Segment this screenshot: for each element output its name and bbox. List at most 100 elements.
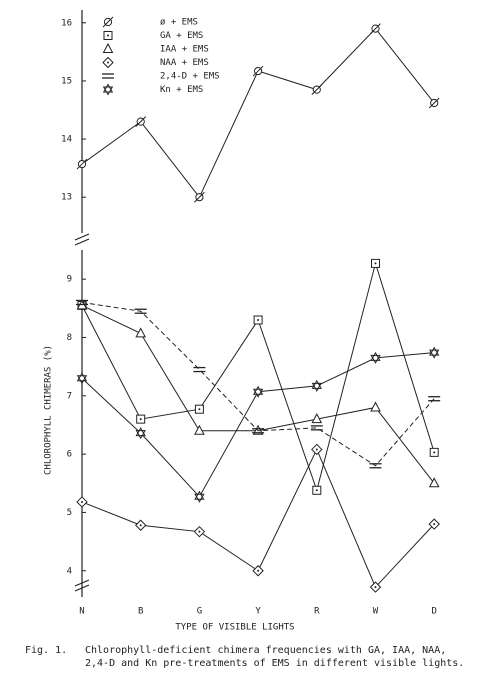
y-tick-label: 5 — [67, 508, 72, 518]
legend-label: 2,4-D + EMS — [160, 72, 220, 82]
x-tick-label: N — [79, 607, 84, 617]
legend-label: GA + EMS — [160, 31, 203, 41]
series-line — [81, 27, 435, 199]
x-tick-label: B — [138, 607, 143, 617]
y-tick-label: 6 — [67, 450, 72, 460]
point-marker — [370, 23, 381, 34]
point-marker — [193, 366, 206, 373]
marker-shape — [257, 318, 260, 321]
caption-label: Fig. 1. — [25, 645, 67, 656]
marker-shape — [315, 489, 318, 492]
x-tick-label: W — [373, 607, 379, 617]
marker-shape — [76, 158, 88, 170]
y-axis-label: CHLOROPHYLL CHIMERAS (%) — [44, 345, 54, 475]
point-marker — [76, 496, 88, 508]
point-marker — [311, 443, 323, 456]
point-marker — [194, 404, 204, 414]
x-tick-label: G — [197, 607, 202, 617]
point-marker — [429, 447, 439, 457]
x-tick-label: R — [314, 607, 320, 617]
marker-shape — [315, 448, 318, 451]
marker-shape — [429, 349, 440, 359]
point-marker — [76, 299, 88, 306]
marker-shape — [139, 418, 142, 421]
marker-shape — [311, 413, 323, 424]
point-marker — [136, 414, 146, 424]
marker-shape — [252, 388, 264, 398]
point-marker — [311, 413, 323, 424]
caption-line: 2,4-D and Kn pre-treatments of EMS in di… — [85, 658, 464, 669]
marker-shape — [311, 84, 323, 96]
legend-marker — [102, 42, 114, 53]
x-axis-label: TYPE OF VISIBLE LIGHTS — [175, 623, 294, 633]
point-marker — [428, 97, 440, 109]
point-marker — [194, 424, 205, 435]
x-tick-label: Y — [255, 607, 261, 617]
point-marker — [369, 581, 382, 593]
marker-shape — [76, 375, 88, 385]
point-marker — [135, 116, 147, 127]
point-marker — [252, 65, 264, 77]
series-line — [81, 261, 435, 493]
legend-label: ø + EMS — [160, 18, 198, 28]
point-marker — [134, 519, 147, 531]
marker-shape — [433, 523, 436, 526]
y-tick-label: 4 — [67, 566, 72, 576]
legend-marker — [102, 73, 114, 79]
point-marker — [194, 191, 205, 203]
marker-shape — [428, 477, 440, 488]
marker-shape — [374, 586, 377, 589]
legend-marker — [102, 56, 114, 69]
point-marker — [428, 518, 440, 530]
series-line — [81, 352, 435, 498]
point-marker — [253, 315, 263, 325]
marker-shape — [102, 16, 114, 28]
point-marker — [135, 327, 147, 338]
point-marker — [194, 490, 205, 503]
marker-shape — [370, 401, 381, 412]
legend-label: IAA + EMS — [160, 45, 209, 55]
point-marker — [428, 396, 441, 402]
point-marker — [252, 428, 265, 434]
marker-shape — [135, 430, 146, 440]
point-marker — [252, 565, 264, 577]
marker-shape — [102, 86, 114, 96]
marker-shape — [107, 34, 109, 37]
axis-break — [74, 233, 90, 241]
marker-shape — [194, 493, 205, 503]
marker-shape — [370, 354, 381, 364]
point-marker — [370, 351, 381, 364]
series-line — [81, 301, 435, 467]
y-tick-label: 9 — [67, 275, 72, 285]
point-marker — [135, 427, 146, 440]
point-marker — [429, 346, 440, 359]
point-marker — [311, 379, 322, 392]
point-marker — [370, 401, 381, 412]
marker-shape — [81, 500, 83, 503]
marker-shape — [374, 262, 377, 265]
axis-break — [74, 584, 90, 592]
marker-shape — [311, 382, 322, 392]
point-marker — [369, 463, 382, 469]
marker-shape — [135, 116, 147, 127]
marker-shape — [102, 42, 114, 53]
y-tick-label: 8 — [67, 333, 72, 343]
point-marker — [312, 485, 322, 495]
y-tick-label: 16 — [61, 18, 72, 28]
marker-shape — [370, 23, 381, 34]
point-marker — [76, 372, 88, 385]
marker-shape — [107, 61, 109, 64]
point-marker — [371, 258, 380, 268]
legend-label: NAA + EMS — [160, 58, 209, 68]
marker-shape — [194, 424, 205, 435]
marker-shape — [194, 191, 205, 203]
marker-shape — [257, 569, 260, 572]
axis-break — [74, 238, 90, 246]
point-marker — [428, 477, 440, 488]
marker-shape — [428, 97, 440, 109]
point-marker — [134, 308, 147, 314]
point-marker — [252, 385, 264, 398]
y-tick-label: 14 — [61, 135, 72, 145]
legend-marker — [102, 16, 114, 28]
